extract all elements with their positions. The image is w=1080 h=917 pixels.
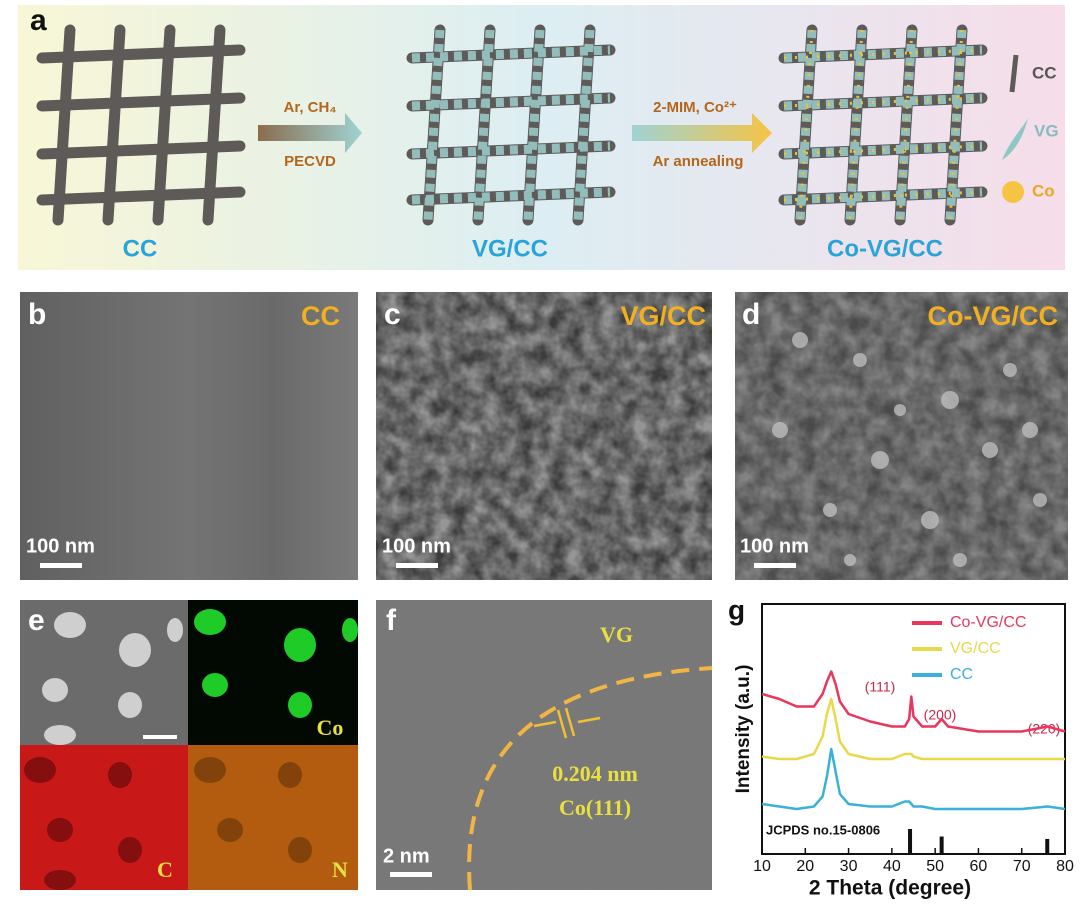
scale-bar — [40, 563, 82, 568]
map-label: N — [332, 857, 348, 882]
step-label: PECVD — [284, 153, 336, 170]
xrd-curve — [761, 747, 1066, 811]
scale-bar-label: 100 nm — [26, 535, 95, 557]
y-axis-label: Intensity (a.u.) — [733, 665, 754, 794]
panel-label: f — [386, 604, 397, 637]
map-label: Co — [317, 715, 344, 740]
xrd-chart: g 2 Theta (degree) Intensity (a.u.) (111… — [728, 594, 1074, 899]
region-label: VG — [600, 622, 633, 647]
legend-icon — [1002, 118, 1028, 160]
x-tick-label: 60 — [970, 858, 988, 875]
panel-label: e — [28, 604, 45, 637]
xrd-curve — [761, 697, 1065, 761]
reference-label: JCPDS no.15-0806 — [766, 822, 880, 837]
panel-title: VG/CC — [620, 301, 706, 331]
x-tick-label: 40 — [883, 858, 901, 875]
x-tick-label: 10 — [753, 858, 771, 875]
x-tick-label: 50 — [926, 858, 944, 875]
map-label: C — [157, 857, 173, 882]
panel-label: b — [28, 298, 46, 331]
lattice-marker — [533, 707, 601, 739]
legend-label: VG/CC — [950, 640, 1001, 657]
peak-label: (220) — [1028, 721, 1061, 737]
scale-bar-label: 2 nm — [383, 845, 430, 867]
legend-label: Co — [1032, 181, 1055, 200]
stage-label: CC — [123, 235, 158, 262]
stage-label: VG/CC — [472, 235, 548, 262]
particles — [772, 332, 1047, 567]
scale-bar — [396, 563, 438, 568]
panel-title: CC — [301, 301, 340, 331]
peak-label: (111) — [865, 679, 896, 695]
step-label: 2-MIM, Co²⁺ — [653, 99, 737, 116]
boundary — [467, 666, 713, 891]
vg-mesh — [406, 24, 616, 226]
xrd-curve — [761, 670, 1066, 733]
panel-label: a — [30, 4, 47, 37]
panel-title: Co-VG/CC — [928, 301, 1059, 331]
legend-label: CC — [1032, 63, 1057, 82]
sem-texture — [735, 292, 1068, 580]
step-label: Ar annealing — [653, 153, 744, 170]
x-tick-label: 80 — [1056, 858, 1074, 875]
x-axis-label: 2 Theta (degree) — [809, 877, 971, 900]
panel-label: d — [742, 298, 760, 331]
arrow — [258, 113, 362, 153]
x-tick-label: 30 — [840, 858, 858, 875]
haadf-image — [20, 600, 188, 745]
plane-label: Co(111) — [559, 795, 631, 820]
sem-image — [20, 292, 358, 580]
legend-label: Co-VG/CC — [950, 614, 1026, 631]
x-tick-label: 70 — [1013, 858, 1031, 875]
co-vg-mesh — [778, 24, 988, 226]
peak-label: (200) — [924, 707, 957, 723]
legend-label: CC — [950, 666, 973, 683]
panel-label: g — [728, 594, 745, 625]
sem-texture — [376, 292, 712, 580]
scale-bar — [143, 735, 177, 739]
x-tick-label: 20 — [796, 858, 814, 875]
scale-bar — [754, 563, 796, 568]
cc-mesh — [36, 24, 246, 226]
legend-icon — [1002, 181, 1024, 203]
stage-label: Co-VG/CC — [827, 235, 943, 262]
scale-bar-label: 100 nm — [382, 535, 451, 557]
hrtem-texture — [376, 600, 712, 890]
step-label: Ar, CH₄ — [284, 99, 337, 116]
legend-icon — [1009, 54, 1019, 93]
particles — [24, 609, 358, 890]
spacing-label: 0.204 nm — [552, 761, 638, 786]
arrow — [632, 113, 772, 153]
plot-frame — [761, 603, 1066, 855]
scale-bar — [390, 872, 432, 877]
panel-label: c — [384, 298, 401, 331]
scale-bar-label: 100 nm — [740, 535, 809, 557]
legend-label: VG — [1034, 121, 1059, 140]
